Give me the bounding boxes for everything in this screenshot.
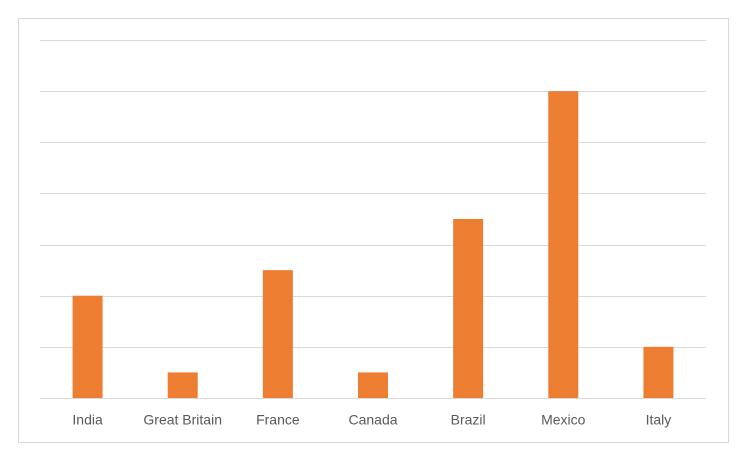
bar (548, 91, 579, 399)
bar (358, 372, 388, 398)
bar (643, 346, 674, 398)
chart-border (18, 18, 729, 443)
x-tick-label: India (72, 412, 103, 428)
x-tick-label: Brazil (451, 412, 486, 428)
x-tick-label: Italy (646, 412, 672, 428)
bar (72, 295, 103, 398)
x-tick-label: France (256, 412, 300, 428)
bar (167, 372, 198, 398)
bar (453, 219, 484, 398)
bar (262, 270, 293, 398)
x-tick-label: Great Britain (143, 412, 222, 428)
x-tick-label: Canada (348, 412, 397, 428)
x-tick-label: Mexico (541, 412, 586, 428)
